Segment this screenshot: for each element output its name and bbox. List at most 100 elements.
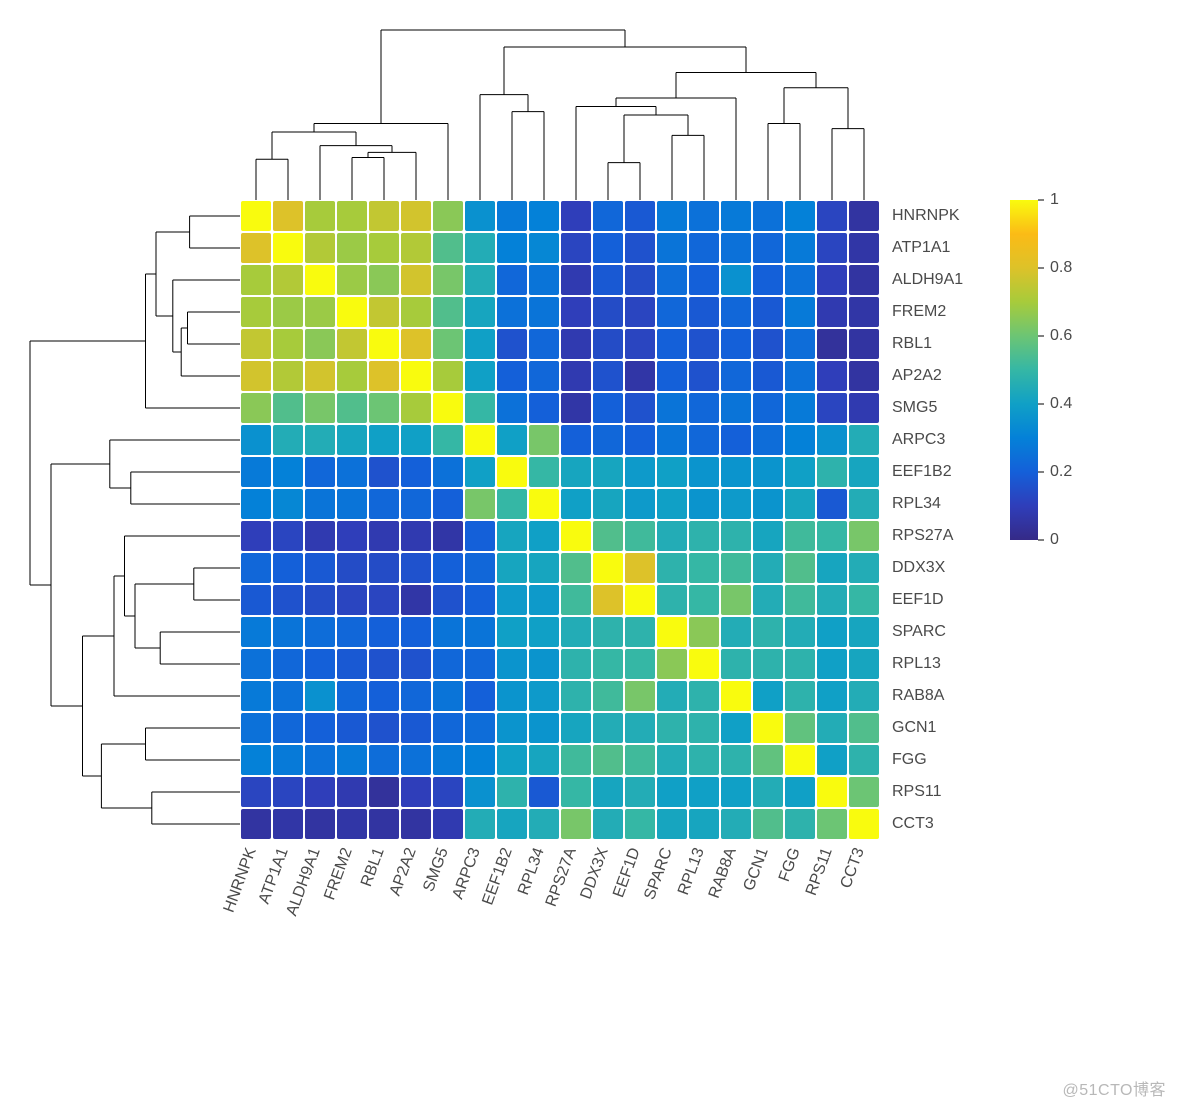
heatmap-cell bbox=[657, 425, 687, 455]
heatmap-cell bbox=[241, 745, 271, 775]
heatmap-cell bbox=[241, 553, 271, 583]
heatmap-cell bbox=[305, 521, 335, 551]
heatmap-cell bbox=[273, 649, 303, 679]
heatmap-cell bbox=[817, 777, 847, 807]
heatmap-cell bbox=[817, 585, 847, 615]
heatmap-cell bbox=[529, 425, 559, 455]
heatmap-cell bbox=[305, 329, 335, 359]
heatmap-cell bbox=[273, 617, 303, 647]
heatmap-cell bbox=[369, 745, 399, 775]
heatmap-cell bbox=[657, 265, 687, 295]
heatmap-cell bbox=[465, 425, 495, 455]
heatmap-cell bbox=[465, 521, 495, 551]
heatmap-cell bbox=[625, 777, 655, 807]
heatmap-cell bbox=[817, 233, 847, 263]
heatmap-cell bbox=[433, 777, 463, 807]
heatmap-cell bbox=[849, 713, 879, 743]
heatmap-cell bbox=[273, 745, 303, 775]
heatmap-cell bbox=[401, 329, 431, 359]
heatmap-cell bbox=[593, 713, 623, 743]
heatmap-cell bbox=[849, 777, 879, 807]
heatmap-cell bbox=[273, 553, 303, 583]
heatmap-cell bbox=[689, 361, 719, 391]
row-labels: HNRNPKATP1A1ALDH9A1FREM2RBL1AP2A2SMG5ARP… bbox=[892, 207, 963, 832]
heatmap-cell bbox=[817, 681, 847, 711]
heatmap-cell bbox=[241, 585, 271, 615]
heatmap-cell bbox=[369, 713, 399, 743]
heatmap-cell bbox=[241, 201, 271, 231]
heatmap-cell bbox=[849, 265, 879, 295]
heatmap-cell bbox=[785, 521, 815, 551]
heatmap-cell bbox=[241, 297, 271, 327]
heatmap-cell bbox=[593, 393, 623, 423]
heatmap-cell bbox=[689, 617, 719, 647]
heatmap-cell bbox=[369, 585, 399, 615]
heatmap-cell bbox=[657, 393, 687, 423]
heatmap-cell bbox=[433, 681, 463, 711]
heatmap-cell bbox=[497, 425, 527, 455]
heatmap-cell bbox=[593, 649, 623, 679]
heatmap-cell bbox=[305, 425, 335, 455]
heatmap-cell bbox=[529, 745, 559, 775]
heatmap-cell bbox=[657, 649, 687, 679]
heatmap-cell bbox=[369, 201, 399, 231]
heatmap-cell bbox=[305, 585, 335, 615]
heatmap-cell bbox=[561, 201, 591, 231]
heatmap-cell bbox=[817, 201, 847, 231]
heatmap-cell bbox=[433, 393, 463, 423]
heatmap-cell bbox=[817, 297, 847, 327]
heatmap-cell bbox=[753, 393, 783, 423]
heatmap-cell bbox=[337, 809, 367, 839]
heatmap-cell bbox=[401, 489, 431, 519]
heatmap-cell bbox=[273, 713, 303, 743]
heatmap-cell bbox=[817, 553, 847, 583]
heatmap-cell bbox=[529, 265, 559, 295]
heatmap-cell bbox=[753, 329, 783, 359]
heatmap-cell bbox=[305, 617, 335, 647]
column-label: HNRNPK bbox=[221, 845, 260, 915]
heatmap-cell bbox=[753, 713, 783, 743]
heatmap-cell bbox=[401, 265, 431, 295]
heatmap-cell bbox=[561, 585, 591, 615]
row-label: SPARC bbox=[892, 623, 946, 640]
column-label: ARPC3 bbox=[450, 845, 484, 901]
column-label: RPS27A bbox=[543, 845, 580, 909]
heatmap-cell bbox=[689, 521, 719, 551]
heatmap-cell bbox=[433, 489, 463, 519]
heatmap-cell bbox=[593, 553, 623, 583]
heatmap-cell bbox=[689, 713, 719, 743]
heatmap-cell bbox=[401, 713, 431, 743]
heatmap-cell bbox=[625, 265, 655, 295]
heatmap-cell bbox=[529, 809, 559, 839]
heatmap-cell bbox=[433, 233, 463, 263]
heatmap-cell bbox=[593, 265, 623, 295]
heatmap-cell bbox=[401, 425, 431, 455]
heatmap-cell bbox=[465, 617, 495, 647]
heatmap-cell bbox=[529, 201, 559, 231]
heatmap-cell bbox=[593, 681, 623, 711]
heatmap-cell bbox=[337, 521, 367, 551]
heatmap-cells bbox=[241, 201, 879, 839]
heatmap-cell bbox=[433, 521, 463, 551]
heatmap-cell bbox=[721, 329, 751, 359]
heatmap-cell bbox=[401, 233, 431, 263]
heatmap-cell bbox=[849, 425, 879, 455]
heatmap-cell bbox=[369, 425, 399, 455]
heatmap-cell bbox=[241, 809, 271, 839]
heatmap-cell bbox=[561, 617, 591, 647]
heatmap-cell bbox=[241, 713, 271, 743]
top-dendrogram bbox=[256, 30, 864, 200]
heatmap-cell bbox=[817, 329, 847, 359]
column-label: RPL34 bbox=[515, 845, 548, 897]
heatmap-cell bbox=[305, 361, 335, 391]
heatmap-cell bbox=[497, 265, 527, 295]
heatmap-cell bbox=[241, 521, 271, 551]
heatmap-cell bbox=[529, 233, 559, 263]
heatmap-cell bbox=[305, 297, 335, 327]
heatmap-cell bbox=[753, 553, 783, 583]
heatmap-cell bbox=[561, 393, 591, 423]
heatmap-cell bbox=[241, 329, 271, 359]
row-label: SMG5 bbox=[892, 399, 937, 416]
colorbar-tick-label: 0.6 bbox=[1050, 327, 1072, 344]
heatmap-cell bbox=[433, 617, 463, 647]
